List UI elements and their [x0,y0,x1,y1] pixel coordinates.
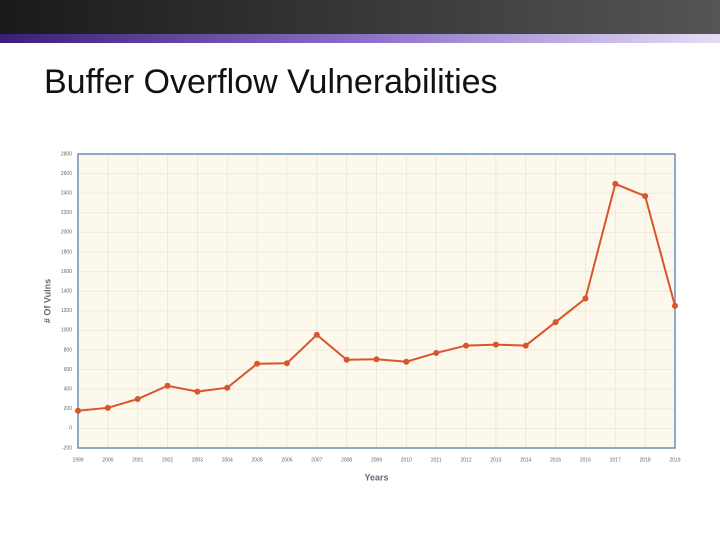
point [522,342,529,349]
y-tick-label: 2000 [61,230,72,236]
header-band [0,34,720,43]
x-tick-label: 2002 [162,457,173,463]
y-tick-label: 0 [69,426,72,432]
point [194,388,201,395]
x-tick-label: 2008 [341,457,352,463]
y-axis-label: # Of Vulns [42,279,52,323]
point [164,382,171,389]
x-tick-label: 2007 [311,457,322,463]
y-tick-label: -200 [62,445,72,451]
x-tick-label: 2016 [580,457,591,463]
y-tick-label: 1800 [61,249,72,255]
y-tick-label: 1400 [61,289,72,295]
x-tick-label: 2018 [640,457,651,463]
point [104,404,111,411]
x-tick-label: 2009 [371,457,382,463]
x-tick-label: 2005 [252,457,263,463]
point [582,295,589,302]
point [552,319,559,326]
y-tick-label: 2800 [61,151,72,157]
point [492,341,499,348]
header-bar [0,0,720,34]
y-tick-label: 400 [64,387,73,393]
y-tick-label: 600 [64,367,73,373]
y-tick-label: 1000 [61,328,72,334]
point [343,356,350,363]
point [463,342,470,349]
x-tick-label: 2000 [102,457,113,463]
point [283,360,290,367]
y-tick-label: 800 [64,347,73,353]
x-tick-label: 2019 [669,457,680,463]
y-tick-label: 2200 [61,210,72,216]
x-tick-label: 2004 [222,457,233,463]
x-tick-label: 2010 [401,457,412,463]
point [313,331,320,338]
point [75,407,81,414]
y-tick-label: 200 [64,406,73,412]
x-tick-label: 2014 [520,457,531,463]
plot-border [77,153,676,449]
x-tick-label: 2015 [550,457,561,463]
x-tick-label: 1999 [72,457,83,463]
x-tick-label: 2003 [192,457,203,463]
x-tick-label: 2001 [132,457,143,463]
y-tick-label: 2600 [61,171,72,177]
x-tick-label: 2011 [431,457,442,463]
point [672,302,678,309]
x-tick-label: 2006 [281,457,292,463]
x-tick-label: 2012 [460,457,471,463]
point [134,396,141,402]
y-tick-label: 2400 [61,191,72,197]
point [224,384,231,391]
point [403,358,410,365]
point [254,360,261,367]
y-tick-label: 1200 [61,308,72,314]
slide-title: Buffer Overflow Vulnerabilities [44,63,498,101]
point [612,180,619,187]
x-axis-label: Years [364,472,388,482]
point [373,356,380,363]
y-tick-label: 1600 [61,269,72,275]
x-tick-label: 2013 [490,457,501,463]
point [642,193,649,200]
x-tick-label: 2017 [610,457,621,463]
point [433,349,440,356]
chart: -200 0 200 400 600 800 1000 1200 1400 1600 1800 200… [42,151,680,482]
